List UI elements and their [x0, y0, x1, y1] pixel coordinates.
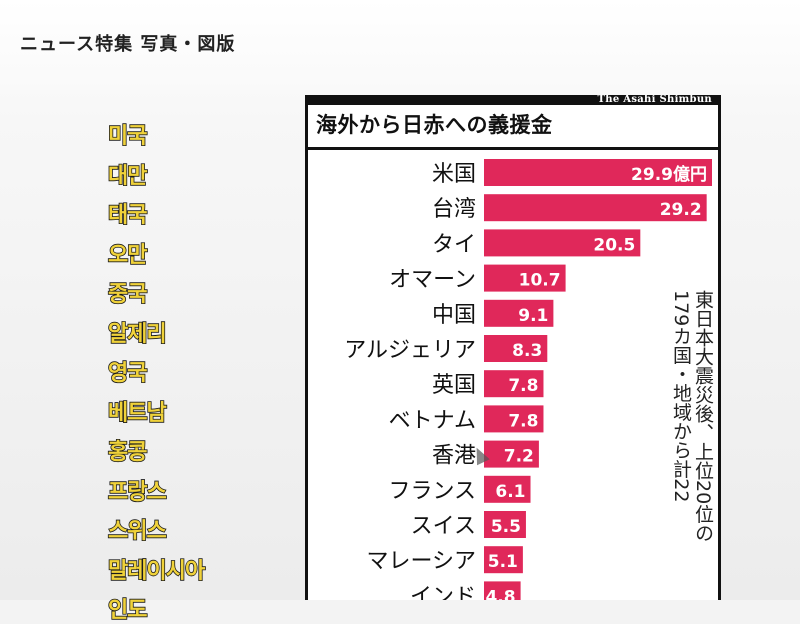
title-divider [308, 147, 718, 150]
korean-label: 베트남 [107, 400, 167, 427]
panel-top-bar: The Asahi Shimbun [308, 95, 718, 105]
korean-label: 알제리 [107, 321, 167, 348]
bar-value-label: 29.9億円 [631, 164, 707, 185]
category-label: スイス [411, 514, 476, 539]
page-title: ニュース特集 写真・図版 [20, 34, 236, 55]
category-label: ベトナム [389, 408, 476, 433]
korean-label: 홍콩 [107, 439, 148, 466]
bar-value-label: 10.7 [519, 271, 561, 291]
bar [484, 546, 523, 574]
bar-value-label: 8.3 [512, 341, 542, 361]
korean-label: 스위스 [107, 518, 167, 545]
bar-value-label: 7.8 [508, 376, 538, 396]
category-label: 香港 [432, 444, 476, 469]
category-label: 中国 [432, 303, 476, 328]
bar [484, 299, 554, 327]
chart-panel: The Asahi Shimbun 海外から日赤への義援金 米国 29.9億円台湾… [305, 95, 721, 600]
bar-value-label: 5.1 [488, 552, 518, 572]
korean-label: 영국 [107, 360, 148, 387]
category-label: タイ [432, 232, 476, 257]
category-label: アルジェリア [344, 338, 476, 363]
bar-value-label: 5.5 [491, 517, 521, 537]
korean-label: 오만 [107, 242, 148, 269]
bar [484, 335, 548, 362]
bar [484, 405, 544, 433]
korean-label: 대만 [107, 163, 148, 190]
bar-value-label: 4.8 [485, 587, 515, 600]
bar [484, 229, 641, 257]
bar [484, 511, 526, 538]
korean-label: 프랑스 [107, 479, 167, 506]
korean-label: 태국 [107, 202, 148, 229]
korean-label: 인도 [107, 597, 148, 624]
bar-value-label: 7.2 [504, 447, 534, 467]
bar [484, 370, 544, 398]
category-label: 英国 [432, 373, 476, 398]
bar-value-label: 20.5 [593, 235, 635, 255]
korean-label: 중국 [107, 281, 148, 308]
newspaper-credit: The Asahi Shimbun [597, 95, 712, 105]
category-label: フランス [388, 479, 476, 504]
chart-title: 海外から日赤への義援金 [316, 113, 553, 137]
bar [484, 440, 539, 468]
bar-value-label: 6.1 [495, 482, 525, 502]
bar-value-label: 7.8 [508, 411, 538, 431]
bar [484, 159, 712, 186]
bar [484, 475, 531, 503]
bar [484, 581, 521, 600]
category-label: マレーシア [366, 549, 476, 574]
side-note: 東日本大震災後、上位20位の 179カ国・地域から計22 [670, 290, 714, 543]
bar-value-label: 9.1 [518, 306, 548, 326]
korean-label: 말레이시아 [107, 558, 206, 585]
category-label: 米国 [432, 162, 476, 187]
korean-label: 미국 [107, 123, 148, 150]
category-label: オマーン [389, 268, 476, 293]
bar-value-label: 29.2 [660, 200, 702, 220]
bar [484, 264, 566, 292]
category-label: インド [410, 584, 476, 600]
category-label: 台湾 [432, 197, 476, 222]
bar [484, 194, 707, 222]
